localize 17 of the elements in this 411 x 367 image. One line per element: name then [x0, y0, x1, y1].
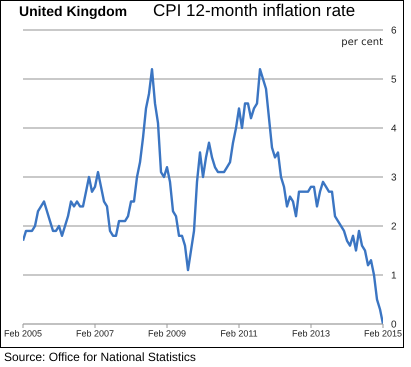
chart-subtitle: CPI 12-month inflation rate — [153, 1, 356, 21]
y-tick-label: 1 — [391, 270, 397, 282]
y-tick-label: 5 — [391, 74, 397, 86]
y-tick-label: 0 — [391, 320, 397, 331]
chart-title: United Kingdom — [19, 3, 128, 19]
y-tick-label: 4 — [391, 124, 397, 135]
x-tick-label: Feb 2009 — [148, 328, 186, 338]
source-note: Source: Office for National Statistics — [4, 350, 197, 364]
x-tick-label: Feb 2005 — [4, 328, 42, 338]
x-tick-label: Feb 2015 — [364, 328, 402, 338]
y-tick-label: 3 — [391, 172, 397, 184]
y-axis-title: per cent — [341, 37, 383, 48]
x-tick-label: Feb 2011 — [220, 328, 258, 338]
y-tick-label: 6 — [391, 26, 397, 37]
x-tick-label: Feb 2007 — [76, 328, 114, 338]
x-tick-label: Feb 2013 — [292, 328, 330, 338]
y-tick-label: 2 — [391, 222, 397, 233]
